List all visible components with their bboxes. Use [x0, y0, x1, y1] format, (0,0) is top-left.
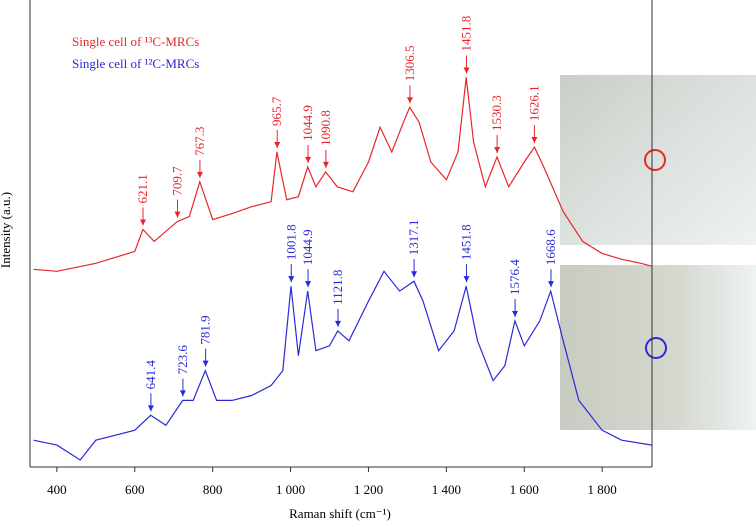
peak-arrowhead	[463, 67, 470, 74]
peak-arrowhead	[288, 276, 295, 283]
micrograph-bottom	[560, 265, 756, 430]
peak-label: 1090.8	[318, 110, 333, 146]
micrograph	[560, 75, 756, 430]
y-axis-title: Intensity (a.u.)	[0, 192, 13, 268]
peak-arrowhead	[305, 156, 312, 163]
peak-arrowhead	[147, 405, 154, 412]
legend-entry: Single cell of ¹²C-MRCs	[72, 56, 199, 71]
peak-label: 709.7	[169, 166, 184, 196]
peak-arrowhead	[547, 281, 554, 288]
peak-label: 1121.8	[330, 270, 345, 305]
peak-arrowhead	[531, 137, 538, 144]
peak-arrowhead	[305, 281, 312, 288]
peak-label: 1576.4	[507, 259, 522, 295]
peak-arrowhead	[322, 161, 329, 168]
micrograph-top	[560, 75, 756, 245]
legend-entry: Single cell of ¹³C-MRCs	[72, 34, 199, 49]
peak-arrowhead	[174, 211, 181, 218]
highlight-circle	[645, 337, 667, 359]
x-tick-label: 1 200	[354, 482, 383, 497]
peak-label: 1306.5	[402, 46, 417, 82]
spectrum-line	[33, 270, 653, 461]
peak-label: 767.3	[192, 127, 207, 156]
peak-arrowhead	[411, 271, 418, 278]
x-tick-label: 1 400	[432, 482, 461, 497]
peak-label: 1317.1	[406, 219, 421, 255]
x-tick-label: 1 000	[276, 482, 305, 497]
peak-arrowhead	[139, 219, 146, 226]
x-tick-label: 600	[125, 482, 145, 497]
peak-label: 1451.8	[459, 224, 474, 260]
peak-label: 621.1	[135, 174, 150, 203]
peak-label: 781.9	[198, 315, 213, 344]
x-tick-label: 400	[47, 482, 67, 497]
highlight-circle	[644, 149, 666, 171]
peak-label: 965.7	[269, 96, 284, 126]
peak-label: 641.4	[143, 360, 158, 390]
peak-arrowhead	[494, 146, 501, 153]
spectrum-line	[33, 77, 653, 272]
x-axis-title: Raman shift (cm⁻¹)	[289, 506, 391, 521]
x-tick-label: 800	[203, 482, 223, 497]
peak-arrowhead	[196, 171, 203, 178]
peak-label: 1626.1	[526, 85, 541, 121]
peak-arrowhead	[202, 360, 209, 367]
peak-label: 1668.6	[543, 229, 558, 265]
peak-label: 1044.9	[300, 229, 315, 265]
peak-arrowhead	[274, 142, 281, 149]
peak-label: 1530.3	[489, 95, 504, 131]
x-tick-label: 1 800	[588, 482, 617, 497]
peak-label: 1451.8	[459, 16, 474, 52]
peak-arrowhead	[463, 276, 470, 283]
peak-arrowhead	[179, 390, 186, 397]
peak-arrowhead	[512, 310, 519, 317]
peak-label: 1044.9	[300, 105, 315, 141]
peak-arrowhead	[335, 320, 342, 327]
peak-arrowhead	[406, 97, 413, 104]
x-tick-label: 1 600	[510, 482, 539, 497]
peak-label: 723.6	[175, 345, 190, 375]
peak-label: 1001.8	[283, 224, 298, 260]
